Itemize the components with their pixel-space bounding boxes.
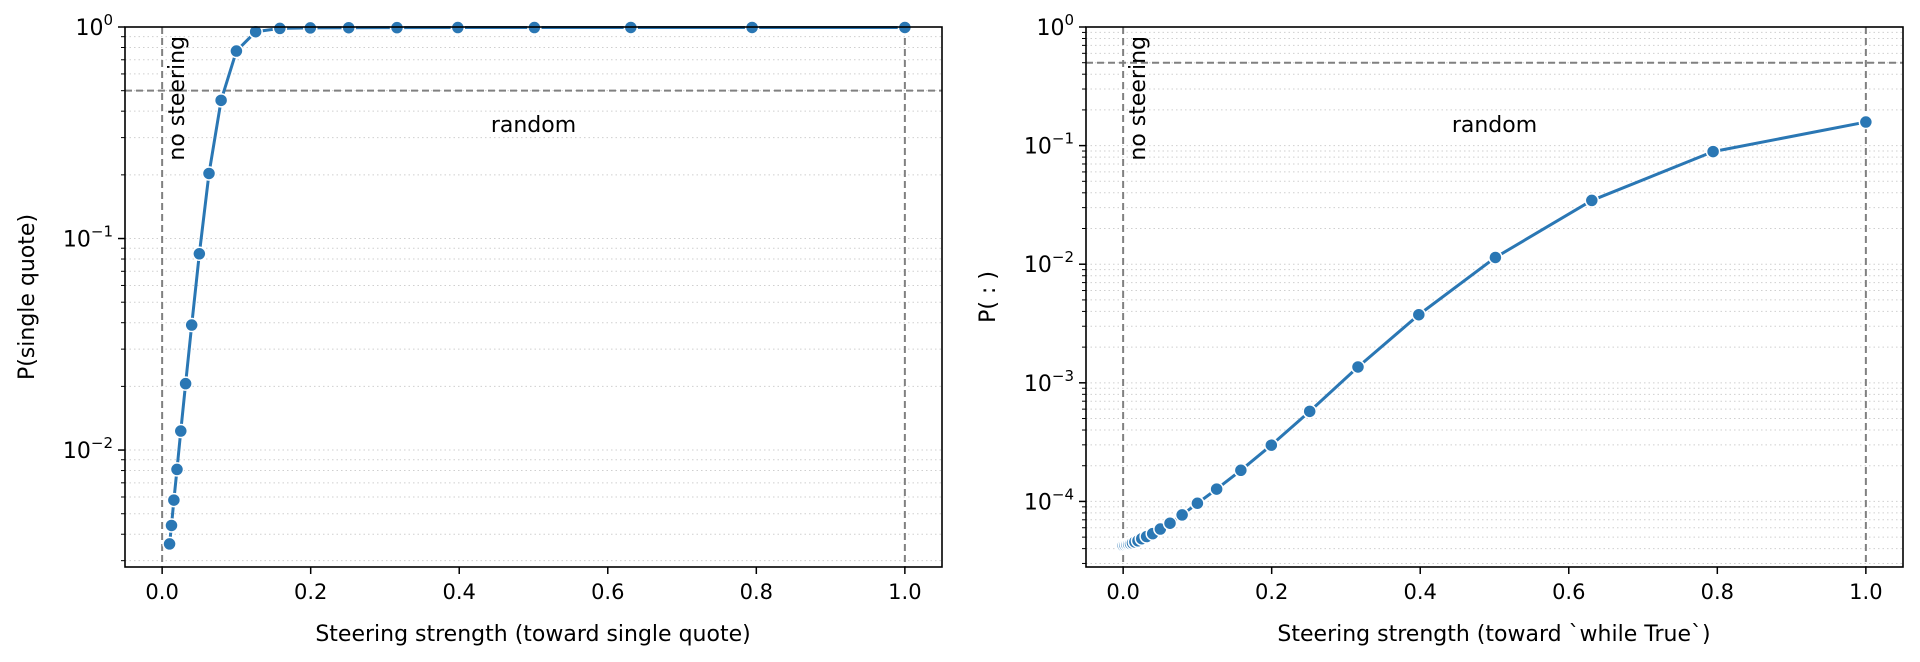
x-tick-label: 1.0	[1849, 580, 1882, 604]
y-tick-label: 100	[1036, 11, 1074, 41]
series-line	[1122, 120, 1867, 547]
x-tick-label: 1.0	[888, 580, 921, 604]
grid	[1082, 26, 1903, 564]
x-tick-label: 0.8	[1701, 580, 1734, 604]
data-point	[1209, 481, 1224, 497]
data-point	[1162, 515, 1178, 531]
no-steering-label: no steering	[1126, 36, 1151, 161]
data-point	[1302, 404, 1317, 419]
no-steering-label: no steering	[165, 36, 190, 161]
data-point	[201, 166, 217, 181]
series-line	[168, 25, 905, 545]
y-tick-label: 10−2	[1024, 248, 1074, 278]
y-axis-label: P( : )	[976, 271, 1001, 323]
chart-single-quote: random no steering 0.0 0.2 0.4 0.6 0.8 1.0 10−2 1…	[15, 11, 943, 647]
data-point	[1190, 496, 1205, 511]
data-point	[164, 518, 179, 533]
data-point	[229, 43, 244, 59]
data-point	[192, 246, 207, 262]
data-point	[166, 492, 182, 508]
data-point	[178, 376, 193, 391]
plot-frame	[124, 26, 943, 568]
x-tick-label: 0.0	[145, 580, 178, 604]
data-point	[213, 93, 229, 108]
data-point	[303, 20, 318, 36]
y-tick-label: 10−3	[1024, 367, 1074, 397]
x-tick-label: 0.2	[1255, 580, 1288, 604]
data-point	[173, 423, 189, 439]
x-tick-label: 0.0	[1106, 580, 1139, 604]
data-point	[1411, 307, 1427, 322]
chart-colon: random no steering 0.0 0.2 0.4 0.6 0.8 1.0 10−4 1…	[976, 11, 1904, 647]
data-point	[169, 462, 185, 477]
random-label: random	[1452, 113, 1537, 138]
data-point	[1350, 359, 1366, 375]
y-tick-label: 10−1	[63, 223, 113, 253]
x-tick-label: 0.4	[443, 580, 476, 604]
x-tick-label: 0.4	[1404, 580, 1437, 604]
data-point	[1858, 114, 1874, 130]
data-point	[162, 536, 177, 552]
data-point	[1174, 507, 1190, 523]
y-tick-label: 100	[75, 11, 113, 41]
x-tick-label: 0.2	[294, 580, 327, 604]
x-axis-label: Steering strength (toward single quote)	[315, 622, 750, 647]
data-point	[248, 24, 263, 39]
grid	[121, 26, 942, 562]
x-tick-label: 0.6	[1552, 580, 1585, 604]
data-point	[272, 21, 288, 36]
x-tick-label: 0.8	[740, 580, 773, 604]
random-label: random	[491, 113, 576, 138]
data-point	[1233, 463, 1249, 478]
data-point	[184, 317, 199, 333]
y-tick-label: 10−2	[63, 434, 113, 464]
data-point	[1705, 144, 1721, 159]
data-point	[1584, 193, 1600, 208]
x-tick-label: 0.6	[591, 580, 624, 604]
y-axis-label: P(single quote)	[15, 214, 40, 380]
data-point	[1264, 437, 1279, 453]
data-point	[1488, 250, 1503, 265]
y-tick-label: 10−1	[1024, 130, 1074, 160]
y-tick-label: 10−4	[1024, 485, 1074, 515]
plot-frame	[1085, 26, 1904, 568]
x-axis-label: Steering strength (toward `while True`)	[1277, 622, 1710, 647]
